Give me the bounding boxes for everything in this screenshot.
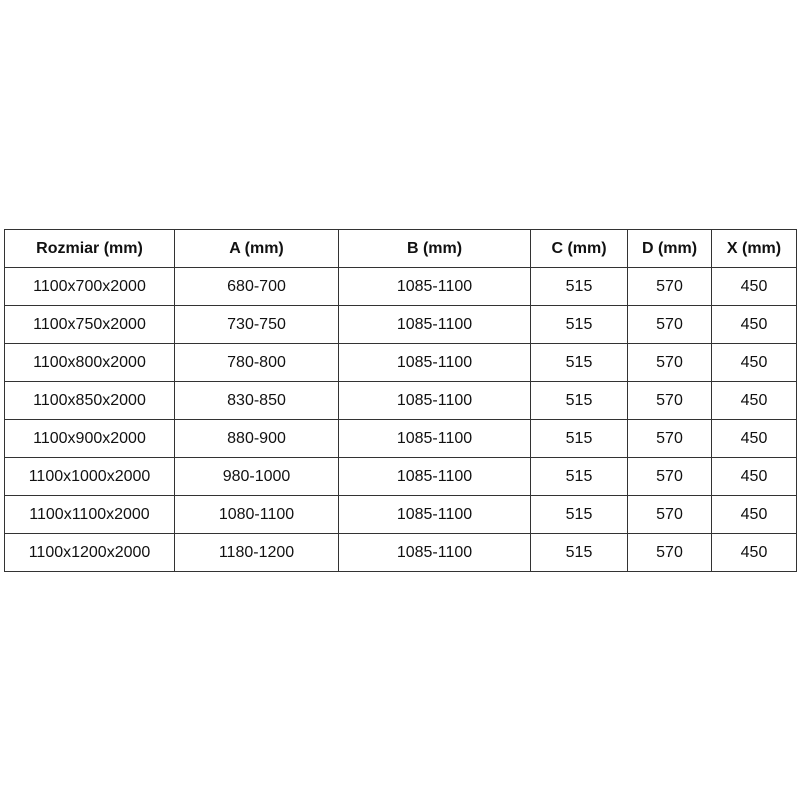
table-cell: 570 xyxy=(627,343,712,382)
table-row: 1100x750x2000 730-750 1085-1100 515 570 450 xyxy=(4,305,797,344)
table-cell: 1100x750x2000 xyxy=(4,305,175,344)
table-cell: 830-850 xyxy=(174,381,339,420)
column-header: D (mm) xyxy=(627,229,712,268)
table-cell: 980-1000 xyxy=(174,457,339,496)
column-header: Rozmiar (mm) xyxy=(4,229,175,268)
table-cell: 570 xyxy=(627,381,712,420)
table-cell: 1085-1100 xyxy=(338,343,531,382)
table-cell: 1085-1100 xyxy=(338,305,531,344)
header-row: Rozmiar (mm) A (mm) B (mm) C (mm) D (mm) X (m… xyxy=(4,229,797,268)
table-cell: 1100x700x2000 xyxy=(4,267,175,306)
column-header: B (mm) xyxy=(338,229,531,268)
table-row: 1100x1100x2000 1080-1100 1085-1100 515 570 45… xyxy=(4,495,797,534)
table-cell: 570 xyxy=(627,457,712,496)
table-cell: 680-700 xyxy=(174,267,339,306)
table-cell: 515 xyxy=(530,533,628,572)
table-cell: 450 xyxy=(711,419,797,458)
table-cell: 880-900 xyxy=(174,419,339,458)
table-cell: 515 xyxy=(530,305,628,344)
table-cell: 1085-1100 xyxy=(338,381,531,420)
table-cell: 570 xyxy=(627,305,712,344)
table-cell: 1085-1100 xyxy=(338,533,531,572)
table-cell: 570 xyxy=(627,419,712,458)
table-cell: 515 xyxy=(530,457,628,496)
table-cell: 570 xyxy=(627,267,712,306)
table-cell: 515 xyxy=(530,419,628,458)
table-cell: 1100x900x2000 xyxy=(4,419,175,458)
column-header: X (mm) xyxy=(711,229,797,268)
table-cell: 730-750 xyxy=(174,305,339,344)
table-cell: 450 xyxy=(711,267,797,306)
table-cell: 515 xyxy=(530,381,628,420)
table-row: 1100x1000x2000 980-1000 1085-1100 515 570 450 xyxy=(4,457,797,496)
column-header: A (mm) xyxy=(174,229,339,268)
table-cell: 1080-1100 xyxy=(174,495,339,534)
table-row: 1100x700x2000 680-700 1085-1100 515 570 450 xyxy=(4,267,797,306)
table-cell: 1100x850x2000 xyxy=(4,381,175,420)
table-cell: 450 xyxy=(711,343,797,382)
table-cell: 1085-1100 xyxy=(338,419,531,458)
table-cell: 570 xyxy=(627,495,712,534)
table-cell: 1085-1100 xyxy=(338,267,531,306)
table-cell: 1100x1000x2000 xyxy=(4,457,175,496)
table-cell: 515 xyxy=(530,495,628,534)
table-cell: 450 xyxy=(711,495,797,534)
table-row: 1100x900x2000 880-900 1085-1100 515 570 450 xyxy=(4,419,797,458)
table-cell: 1085-1100 xyxy=(338,457,531,496)
table-cell: 450 xyxy=(711,533,797,572)
dimensions-table: Rozmiar (mm) A (mm) B (mm) C (mm) D (mm) X (m… xyxy=(4,229,797,572)
table-cell: 1100x800x2000 xyxy=(4,343,175,382)
table-cell: 780-800 xyxy=(174,343,339,382)
table-row: 1100x1200x2000 1180-1200 1085-1100 515 570 45… xyxy=(4,533,797,572)
table-cell: 1180-1200 xyxy=(174,533,339,572)
table-cell: 450 xyxy=(711,381,797,420)
table-cell: 450 xyxy=(711,457,797,496)
column-header: C (mm) xyxy=(530,229,628,268)
table-cell: 1085-1100 xyxy=(338,495,531,534)
table-cell: 1100x1200x2000 xyxy=(4,533,175,572)
table-cell: 450 xyxy=(711,305,797,344)
table-cell: 1100x1100x2000 xyxy=(4,495,175,534)
table-cell: 515 xyxy=(530,267,628,306)
table-cell: 515 xyxy=(530,343,628,382)
table-row: 1100x800x2000 780-800 1085-1100 515 570 450 xyxy=(4,343,797,382)
table-cell: 570 xyxy=(627,533,712,572)
table-row: 1100x850x2000 830-850 1085-1100 515 570 450 xyxy=(4,381,797,420)
